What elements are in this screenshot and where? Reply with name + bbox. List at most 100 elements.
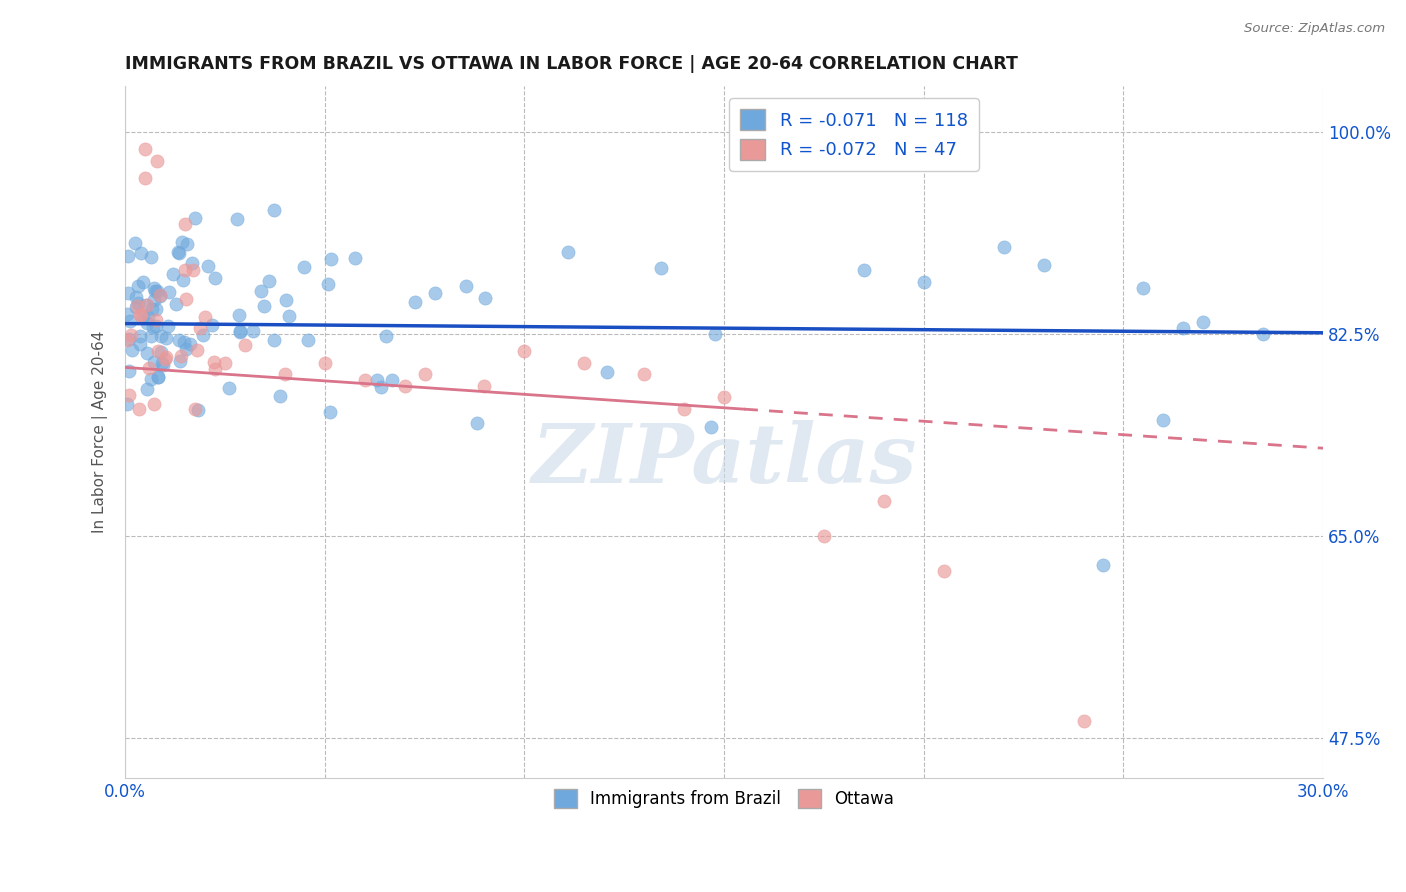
Point [136, 382, 159, 396]
Point [465, 416, 488, 430]
Point [143, 285, 166, 299]
Point [142, 355, 165, 369]
Point [132, 275, 155, 289]
Point [146, 344, 169, 359]
Point [157, 318, 180, 333]
Point [117, 249, 139, 263]
Point [125, 299, 148, 313]
Point [269, 389, 291, 403]
Text: Source: ZipAtlas.com: Source: ZipAtlas.com [1244, 22, 1385, 36]
Point [704, 326, 727, 341]
Point [173, 335, 195, 350]
Point [127, 296, 149, 310]
Point [117, 285, 139, 300]
Point [713, 391, 735, 405]
Point [127, 279, 149, 293]
Point [197, 259, 219, 273]
Point [176, 236, 198, 251]
Point [142, 320, 165, 334]
Point [169, 246, 191, 260]
Point [145, 318, 167, 333]
Point [474, 291, 496, 305]
Point [513, 344, 536, 359]
Point [152, 358, 174, 372]
Point [218, 381, 240, 395]
Point [117, 364, 139, 378]
Point [314, 356, 336, 370]
Point [149, 345, 172, 359]
Point [699, 420, 721, 434]
Point [557, 244, 579, 259]
Point [404, 295, 426, 310]
Point [188, 321, 211, 335]
Point [135, 346, 157, 360]
Point [233, 338, 256, 352]
Point [165, 297, 187, 311]
Point [120, 328, 142, 343]
Point [250, 284, 273, 298]
Point [180, 255, 202, 269]
Y-axis label: In Labor Force | Age 20-64: In Labor Force | Age 20-64 [93, 331, 108, 533]
Text: IMMIGRANTS FROM BRAZIL VS OTTAWA IN LABOR FORCE | AGE 20-64 CORRELATION CHART: IMMIGRANTS FROM BRAZIL VS OTTAWA IN LABO… [125, 55, 1018, 73]
Point [118, 333, 141, 347]
Point [263, 334, 285, 348]
Point [257, 274, 280, 288]
Point [242, 324, 264, 338]
Point [191, 328, 214, 343]
Point [115, 397, 138, 411]
Point [343, 251, 366, 265]
Point [146, 153, 169, 168]
Point [128, 401, 150, 416]
Text: ZIPatlas: ZIPatlas [531, 420, 917, 500]
Point [184, 211, 207, 225]
Legend: Immigrants from Brazil, Ottawa: Immigrants from Brazil, Ottawa [547, 782, 901, 815]
Point [157, 285, 180, 300]
Point [229, 325, 252, 339]
Point [1152, 413, 1174, 427]
Point [1073, 714, 1095, 728]
Point [142, 397, 165, 411]
Point [186, 343, 208, 357]
Point [633, 368, 655, 382]
Point [813, 529, 835, 543]
Point [202, 355, 225, 369]
Point [138, 361, 160, 376]
Point [873, 494, 896, 508]
Point [167, 244, 190, 259]
Point [201, 318, 224, 332]
Point [134, 142, 156, 156]
Point [1192, 315, 1215, 329]
Point [425, 285, 447, 300]
Point [136, 310, 159, 325]
Point [366, 373, 388, 387]
Point [214, 356, 236, 370]
Point [172, 235, 194, 249]
Point [174, 263, 197, 277]
Point [1132, 281, 1154, 295]
Point [474, 379, 496, 393]
Point [595, 365, 617, 379]
Point [1032, 258, 1054, 272]
Point [169, 354, 191, 368]
Point [125, 290, 148, 304]
Point [297, 333, 319, 347]
Point [145, 302, 167, 317]
Point [277, 309, 299, 323]
Point [274, 293, 297, 307]
Point [148, 370, 170, 384]
Point [181, 263, 204, 277]
Point [149, 289, 172, 303]
Point [118, 314, 141, 328]
Point [228, 308, 250, 322]
Point [912, 275, 935, 289]
Point [134, 171, 156, 186]
Point [145, 313, 167, 327]
Point [150, 356, 173, 370]
Point [141, 301, 163, 316]
Point [187, 403, 209, 417]
Point [226, 212, 249, 227]
Point [131, 310, 153, 324]
Point [149, 288, 172, 302]
Point [155, 350, 177, 364]
Point [932, 564, 955, 578]
